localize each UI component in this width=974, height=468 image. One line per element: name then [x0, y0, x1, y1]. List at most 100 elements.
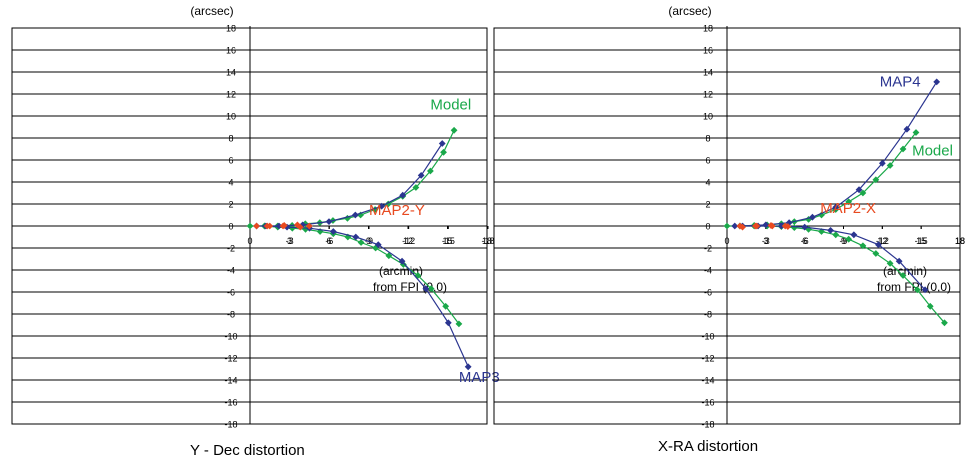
x-tick-label: -18 [481, 236, 494, 246]
data-point-model [845, 235, 853, 243]
series-map4 [731, 78, 941, 294]
x-tick-label: 0 [724, 236, 729, 246]
y-tick-label: -10 [224, 332, 237, 342]
y-tick-label: 12 [226, 90, 236, 100]
x-tick-label: 9 [841, 236, 846, 246]
y-tick-label: 6 [228, 156, 233, 166]
x-tick-label: 18 [482, 236, 492, 246]
data-point-model [859, 189, 867, 197]
annotation-map2-y: MAP2-Y [369, 202, 425, 219]
data-point-model [899, 272, 907, 279]
x-tick-label: -15 [442, 236, 455, 246]
data-point-map2-x [781, 222, 789, 230]
x-tick-label: 0 [247, 236, 252, 246]
y-tick-label: -16 [224, 398, 237, 408]
y-tick-label: -2 [227, 244, 235, 254]
y-tick-label: 18 [703, 24, 713, 34]
data-point-model [344, 214, 351, 222]
data-point-model [357, 239, 365, 246]
chart-panel-x-ra: -18 -16 -14 -12 -10 -8 -6 -4 -2 0 2 4 6 8 10 12 14 16 18 18… [493, 4, 965, 430]
x-tick-label: -9 [839, 236, 847, 246]
y-tick-label: 14 [226, 68, 236, 78]
annotation-map2-x: MAP2-X [820, 200, 876, 217]
y-tick-label: -8 [227, 310, 235, 320]
data-point-map2-y [294, 221, 301, 229]
data-point-map4 [777, 222, 785, 230]
data-point-model [455, 320, 463, 328]
data-point-model [872, 176, 880, 184]
data-point-model [832, 231, 840, 239]
x-axis-label: from FPI (0,0) [373, 280, 447, 294]
data-point-map4 [903, 125, 911, 133]
data-point-map3 [398, 257, 406, 265]
data-point-map4 [827, 227, 834, 234]
x-tick-label: 3 [287, 236, 292, 246]
y-tick-label: -6 [227, 288, 235, 298]
y-tick-label: 10 [226, 112, 236, 122]
data-point-model [723, 222, 731, 230]
y-tick-label: -18 [701, 420, 714, 430]
data-point-map2-y [266, 222, 274, 230]
data-point-model [450, 126, 458, 134]
y-tick-label: -14 [224, 376, 237, 386]
y-tick-label: -12 [224, 354, 237, 364]
data-point-model [302, 225, 309, 233]
data-point-model [246, 222, 254, 230]
y-tick-label: 0 [228, 222, 233, 232]
data-point-map4 [809, 213, 816, 221]
data-point-map3 [374, 241, 382, 249]
data-point-map3 [329, 228, 337, 235]
y-tick-label: -6 [704, 288, 712, 298]
y-tick-label: 0 [705, 222, 710, 232]
data-point-map3 [444, 319, 452, 327]
data-point-map4 [875, 241, 882, 249]
data-point-map2-y [253, 222, 260, 230]
data-point-model [412, 184, 420, 191]
y-tick-label: -10 [701, 332, 714, 342]
x-tick-label: -6 [801, 236, 809, 246]
data-point-map2-y [296, 223, 304, 231]
x-tick-label: 3 [763, 236, 768, 246]
data-point-map2-y [280, 222, 288, 229]
annotation-model: Model [430, 96, 471, 113]
data-point-model [941, 319, 948, 327]
series-line-map3 [256, 143, 469, 368]
data-point-map3 [283, 223, 291, 231]
chart-panel-y-dec: -18-16-14-12-10-8-6-4-2024681012141618-1… [11, 4, 500, 430]
y-tick-label: 6 [705, 156, 710, 166]
data-point-model [440, 148, 447, 156]
y-tick-label: 12 [703, 90, 713, 100]
series-map2-x [736, 222, 792, 231]
series-line-map4 [734, 81, 938, 291]
data-point-model [886, 162, 894, 169]
data-point-map3 [417, 172, 425, 179]
data-point-map3 [352, 233, 360, 241]
data-point-map4 [801, 223, 809, 231]
data-point-map3 [325, 218, 333, 225]
x-tick-label: -12 [402, 236, 415, 246]
y-tick-label: 2 [705, 200, 710, 210]
data-point-map3 [399, 191, 407, 199]
data-point-model [859, 242, 867, 250]
data-point-map4 [832, 203, 840, 211]
x-tick-label: 15 [916, 236, 926, 246]
data-point-model [384, 200, 392, 208]
x-tick-label: -12 [876, 236, 889, 246]
data-point-map4 [762, 221, 770, 229]
data-point-model [886, 260, 894, 267]
y-axis-label: (arcsec) [668, 4, 711, 18]
y-tick-label: 2 [228, 200, 233, 210]
x-tick-label: 12 [877, 236, 887, 246]
y-tick-label: -12 [701, 354, 714, 364]
x-tick-label: -3 [762, 236, 770, 246]
x-tick-label: 6 [326, 236, 331, 246]
data-point-map4 [785, 219, 793, 227]
data-point-map3 [378, 202, 386, 210]
data-point-model [426, 167, 434, 175]
y-tick-label: 18 [226, 24, 236, 34]
data-point-model [913, 286, 921, 294]
data-point-map3 [275, 222, 283, 230]
x-tick-label: 12 [403, 236, 413, 246]
y-tick-label: 16 [703, 46, 713, 56]
